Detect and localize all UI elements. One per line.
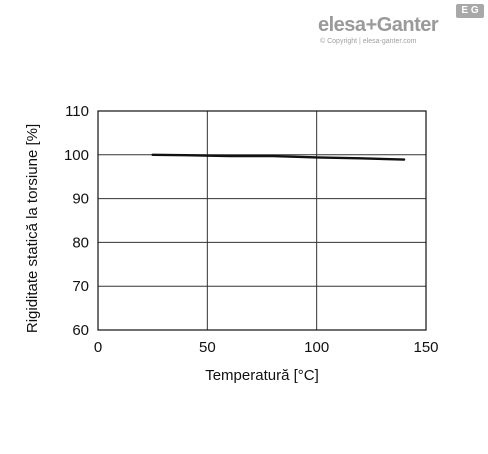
x-tick-label-100: 100 (304, 339, 329, 356)
grid-layer (97, 110, 427, 331)
elesa-ganter-logo: elesa+Ganter E G © Copyright | elesa-gan… (318, 4, 488, 52)
y-tick-label-60: 60 (72, 322, 89, 339)
logo-brand-ganter: Ganter (376, 14, 439, 36)
logo-badge: E G (456, 4, 484, 18)
y-tick-label-100: 100 (64, 147, 89, 164)
y-axis-label: Rigiditate statică la torsiune [%] (24, 124, 41, 333)
x-tick-label-50: 50 (199, 339, 216, 356)
series-layer (151, 153, 406, 161)
y-tick-label-110: 110 (65, 103, 89, 120)
y-tick-label-80: 80 (72, 234, 89, 251)
logo-brand-elesa: elesa (318, 14, 366, 36)
series-line-0 (151, 153, 406, 161)
y-tick-label-90: 90 (72, 191, 89, 208)
logo-copyright: © Copyright | elesa-ganter.com (320, 38, 417, 45)
x-tick-label-150: 150 (413, 339, 438, 356)
logo-plus: + (365, 14, 378, 36)
x-tick-label-0: 0 (94, 339, 102, 356)
logo-wordmark: elesa+Ganter (318, 14, 439, 37)
plot-frame (97, 110, 427, 331)
x-axis-label: Temperatură [°C] (205, 367, 319, 384)
y-tick-label-70: 70 (72, 278, 89, 295)
tick-labels: 0 50 100 150 60 70 80 90 100 110 (64, 103, 439, 356)
